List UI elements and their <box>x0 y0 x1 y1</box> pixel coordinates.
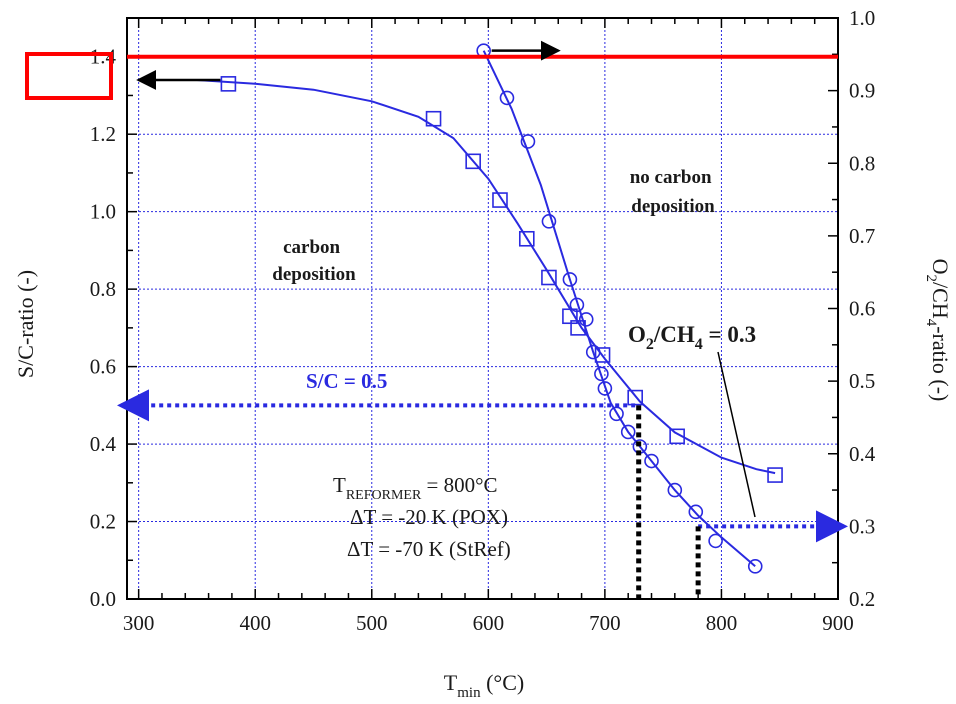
circle-marker <box>708 533 723 549</box>
tick-labels: 300 400 500 600 700 800 900 0.0 0.2 0.4 0.6 0.8 1.0 1… <box>90 6 876 635</box>
square-marker <box>541 269 557 286</box>
square-marker <box>562 308 578 325</box>
data-series <box>138 43 783 574</box>
highlight-box-1-4 <box>25 52 113 100</box>
sc-ratio-label: S/C = 0.5 <box>306 369 387 393</box>
y-left-tick-label: 0.0 <box>90 587 116 611</box>
y-right-tick-label: 0.3 <box>849 514 875 538</box>
square-marker <box>220 76 237 92</box>
t-reformer-label: TREFORMER = 800°C <box>333 473 498 503</box>
y-right-tick-label: 0.8 <box>849 151 875 175</box>
circle-marker <box>667 482 683 498</box>
o2-label-leader <box>717 351 756 518</box>
circle-marker <box>569 297 585 313</box>
y-right-tick-label: 0.4 <box>849 442 876 466</box>
y-left-tick-label: 1.2 <box>90 122 116 146</box>
y-right-tick-label: 1.0 <box>849 6 875 30</box>
y-right-axis-title: O2/CH4-ratio (-) <box>923 259 953 402</box>
circle-marker <box>597 381 613 396</box>
delta-t-pox-label: ΔT = -20 K (POX) <box>350 505 508 529</box>
circle-marker <box>499 90 515 106</box>
circle-marker <box>688 504 704 520</box>
o2-ch4-label: O2/CH4 = 0.3 <box>628 322 756 353</box>
no-carbon-deposition-label: no carbon deposition <box>630 167 717 217</box>
square-marker <box>465 153 481 170</box>
reference-lines <box>117 40 848 599</box>
x-tick-label: 600 <box>473 611 505 635</box>
x-tick-label: 500 <box>356 611 388 635</box>
circle-marker <box>562 272 578 287</box>
circle-marker <box>594 366 609 382</box>
y-left-tick-label: 0.2 <box>90 510 116 534</box>
y-left-tick-label: 1.0 <box>90 200 116 224</box>
series-curve-circle <box>482 50 756 568</box>
square-marker <box>669 428 685 445</box>
circle-marker <box>644 453 659 469</box>
circle-marker <box>578 312 594 327</box>
x-tick-label: 300 <box>123 611 155 635</box>
square-marker <box>594 347 611 363</box>
square-marker <box>492 192 508 208</box>
circle-marker <box>747 559 763 574</box>
x-axis-title: Tmin (°C) <box>444 670 524 701</box>
circle-marker <box>541 214 557 229</box>
y-right-tick-label: 0.2 <box>849 587 875 611</box>
delta-t-stref-label: ΔT = -70 K (StRef) <box>347 537 511 561</box>
x-tick-label: 700 <box>589 611 621 635</box>
square-marker <box>425 110 442 127</box>
carbon-deposition-label: carbon deposition <box>272 237 356 285</box>
square-marker <box>767 467 783 483</box>
x-tick-label: 800 <box>706 611 738 635</box>
y-right-tick-label: 0.5 <box>849 369 875 393</box>
circle-marker <box>620 424 636 440</box>
y-right-tick-label: 0.9 <box>849 79 875 103</box>
circle-marker <box>585 344 601 360</box>
x-tick-label: 400 <box>239 611 271 635</box>
y-left-tick-label: 0.8 <box>90 277 116 301</box>
circle-marker <box>520 134 536 149</box>
y-right-tick-label: 0.6 <box>849 297 875 321</box>
y-left-tick-label: 0.6 <box>90 355 116 379</box>
y-left-axis-title: S/C-ratio (-) <box>13 270 38 378</box>
square-marker <box>518 230 535 247</box>
y-left-tick-label: 0.4 <box>90 432 117 456</box>
x-tick-label: 900 <box>822 611 854 635</box>
series-curve-square <box>138 79 776 475</box>
y-right-tick-label: 0.7 <box>849 224 875 248</box>
